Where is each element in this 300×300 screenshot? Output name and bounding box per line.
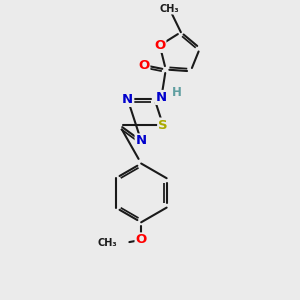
Text: N: N bbox=[156, 91, 167, 104]
Text: O: O bbox=[136, 233, 147, 246]
Text: S: S bbox=[158, 118, 168, 132]
Text: N: N bbox=[136, 134, 147, 147]
Text: O: O bbox=[154, 39, 165, 52]
Text: CH₃: CH₃ bbox=[160, 4, 179, 14]
Text: H: H bbox=[172, 86, 182, 99]
Text: O: O bbox=[138, 58, 149, 72]
Text: N: N bbox=[122, 93, 133, 106]
Text: CH₃: CH₃ bbox=[97, 238, 117, 248]
